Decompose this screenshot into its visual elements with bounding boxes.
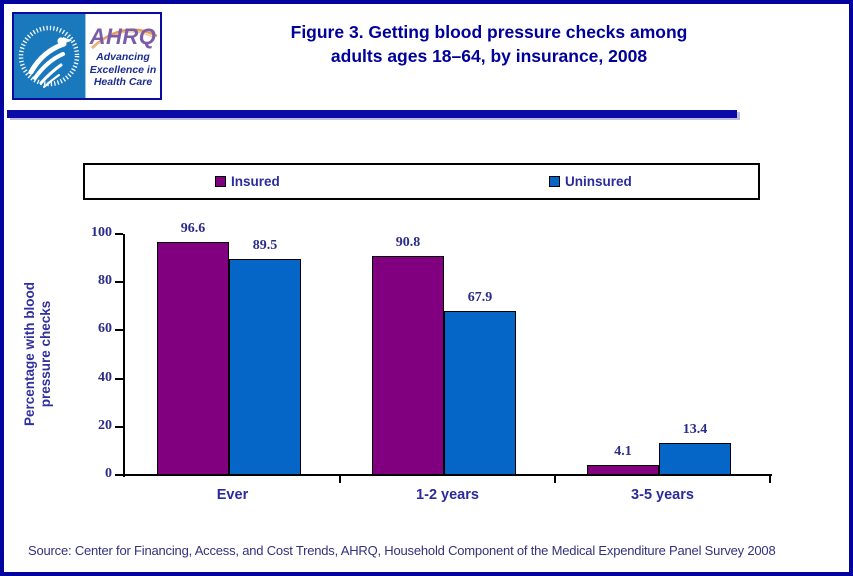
ahrq-tagline-line3: Health Care bbox=[93, 76, 153, 88]
bar-insured-1 bbox=[157, 242, 229, 475]
ahrq-tagline-line1: Advancing bbox=[96, 51, 150, 63]
legend: Insured Uninsured bbox=[83, 163, 760, 200]
legend-swatch-icon bbox=[549, 176, 560, 187]
y-tick-label: 40 bbox=[98, 370, 112, 385]
figure-title-line2: adults ages 18–64, by insurance, 2008 bbox=[330, 46, 648, 66]
ahrq-tagline-line2: Excellence in bbox=[89, 63, 157, 76]
bar-uninsured-1 bbox=[229, 259, 301, 475]
bar-insured-2 bbox=[372, 256, 444, 475]
legend-label: Uninsured bbox=[565, 174, 632, 189]
y-tick-label: 80 bbox=[98, 273, 112, 288]
y-tick-mark bbox=[115, 378, 123, 380]
ahrq-swoosh-icon bbox=[91, 28, 158, 49]
hhs-seal bbox=[14, 14, 85, 98]
value-label: 90.8 bbox=[395, 235, 421, 250]
legend-item-uninsured: Uninsured bbox=[549, 165, 632, 198]
ahrq-wordmark: AHRQ bbox=[89, 24, 157, 49]
value-label: 89.5 bbox=[252, 238, 278, 253]
x-tick-mark bbox=[769, 476, 771, 483]
value-label: 67.9 bbox=[467, 290, 493, 305]
figure-title: Figure 3. Getting blood pressure checks … bbox=[232, 20, 746, 68]
y-tick-mark bbox=[115, 281, 123, 283]
y-tick-label: 60 bbox=[98, 321, 112, 336]
x-tick-mark bbox=[554, 476, 556, 483]
hhs-eagle-icon bbox=[18, 25, 80, 88]
legend-swatch-icon bbox=[215, 176, 226, 187]
source-note: Source: Center for Financing, Access, an… bbox=[28, 543, 776, 558]
legend-label: Insured bbox=[231, 174, 280, 189]
y-tick-label: 100 bbox=[91, 225, 112, 240]
value-label: 96.6 bbox=[180, 221, 206, 236]
ahrq-tagline: Advancing Excellence in Health Care bbox=[86, 51, 160, 89]
legend-item-insured: Insured bbox=[215, 165, 280, 198]
category-label: Ever bbox=[216, 487, 249, 503]
bar-chart: 0 20 40 60 80 100 Ever 96.6 89.5 1-2 years 90.8 67.… bbox=[4, 4, 849, 572]
x-tick-mark bbox=[339, 476, 341, 483]
y-axis-line bbox=[123, 234, 125, 477]
value-label: 4.1 bbox=[614, 444, 632, 459]
bar-uninsured-3 bbox=[659, 443, 731, 475]
figure-title-line1: Figure 3. Getting blood pressure checks … bbox=[290, 22, 688, 42]
y-tick-mark bbox=[115, 474, 123, 476]
bar-uninsured-2 bbox=[444, 311, 516, 475]
title-divider-bar bbox=[7, 110, 737, 118]
value-label: 13.4 bbox=[682, 422, 708, 437]
ahrq-logo-panel: AHRQ Advancing Excellence in Health Care bbox=[85, 14, 160, 98]
y-tick-mark bbox=[115, 329, 123, 331]
y-tick-mark bbox=[115, 426, 123, 428]
category-label: 3-5 years bbox=[631, 487, 694, 503]
ahrq-logo: AHRQ Advancing Excellence in Health Care bbox=[12, 12, 162, 100]
canvas: AHRQ Advancing Excellence in Health Care… bbox=[4, 4, 849, 572]
bar-insured-3 bbox=[587, 465, 659, 475]
category-label: 1-2 years bbox=[416, 487, 479, 503]
y-tick-label: 0 bbox=[105, 466, 112, 481]
y-tick-mark bbox=[115, 233, 123, 235]
x-axis-line bbox=[123, 474, 772, 476]
y-tick-label: 20 bbox=[98, 418, 112, 433]
